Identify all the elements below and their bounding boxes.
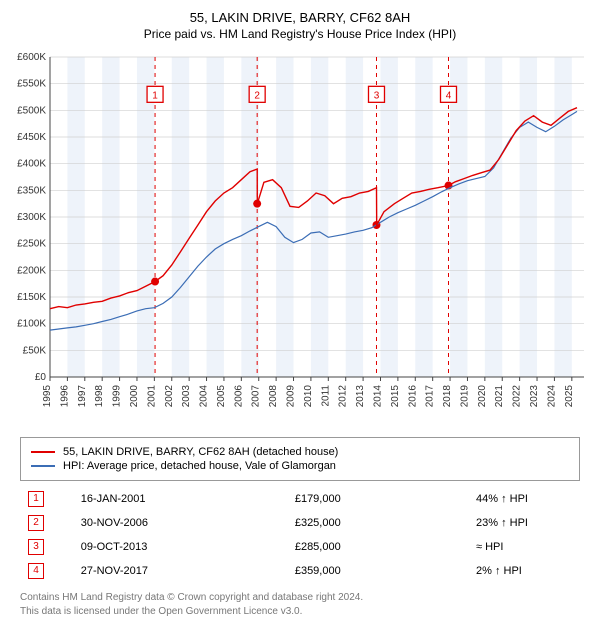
tx-num-box: 1 <box>28 491 44 507</box>
x-tick-label: 2021 <box>494 385 505 408</box>
x-tick-label: 2024 <box>546 385 557 408</box>
tx-date: 09-OCT-2013 <box>73 535 287 559</box>
tx-marker-num: 3 <box>374 90 380 101</box>
y-tick-label: £200K <box>17 265 46 276</box>
tx-num-box: 3 <box>28 539 44 555</box>
tx-num-box: 2 <box>28 515 44 531</box>
x-tick-label: 2009 <box>286 385 297 408</box>
x-tick-label: 2018 <box>442 385 453 408</box>
x-tick-label: 2000 <box>129 385 140 408</box>
legend-swatch-property <box>31 451 55 453</box>
page-title: 55, LAKIN DRIVE, BARRY, CF62 8AH <box>8 10 592 25</box>
x-tick-label: 2001 <box>146 385 157 408</box>
footer-line-2: This data is licensed under the Open Gov… <box>20 605 580 619</box>
x-tick-label: 1996 <box>59 385 70 408</box>
x-tick-label: 2020 <box>477 385 488 408</box>
y-tick-label: £500K <box>17 105 46 116</box>
y-tick-label: £50K <box>23 345 47 356</box>
x-tick-label: 2013 <box>355 385 366 408</box>
tx-delta: 23% ↑ HPI <box>468 511 580 535</box>
y-tick-label: £300K <box>17 212 46 223</box>
x-tick-label: 2010 <box>303 385 314 408</box>
legend: 55, LAKIN DRIVE, BARRY, CF62 8AH (detach… <box>20 437 580 481</box>
y-tick-label: £150K <box>17 292 46 303</box>
x-tick-label: 2023 <box>529 385 540 408</box>
x-tick-label: 2014 <box>372 385 383 408</box>
x-tick-label: 1995 <box>42 385 53 408</box>
y-tick-label: £600K <box>17 52 46 63</box>
x-tick-label: 2022 <box>512 385 523 408</box>
legend-swatch-hpi <box>31 465 55 467</box>
x-tick-label: 2008 <box>268 385 279 408</box>
legend-label-hpi: HPI: Average price, detached house, Vale… <box>63 460 336 472</box>
tx-price: £285,000 <box>287 535 468 559</box>
x-tick-label: 2003 <box>181 385 192 408</box>
legend-label-property: 55, LAKIN DRIVE, BARRY, CF62 8AH (detach… <box>63 446 338 458</box>
y-tick-label: £250K <box>17 239 46 250</box>
table-row: 2 30-NOV-2006£325,00023% ↑ HPI <box>20 511 580 535</box>
x-tick-label: 2015 <box>390 385 401 408</box>
x-tick-label: 2012 <box>338 385 349 408</box>
tx-price: £325,000 <box>287 511 468 535</box>
tx-delta: ≈ HPI <box>468 535 580 559</box>
x-tick-label: 1999 <box>112 385 123 408</box>
x-tick-label: 1998 <box>94 385 105 408</box>
tx-marker-num: 1 <box>152 90 158 101</box>
x-tick-label: 2011 <box>320 385 331 407</box>
tx-date: 30-NOV-2006 <box>73 511 287 535</box>
table-row: 4 27-NOV-2017£359,0002% ↑ HPI <box>20 559 580 583</box>
x-tick-label: 2002 <box>164 385 175 408</box>
y-tick-label: £0 <box>35 372 47 383</box>
x-tick-label: 2017 <box>425 385 436 408</box>
chart-svg: £0 £50K £100K £150K £200K £250K £300K £350K £400… <box>8 49 592 429</box>
table-row: 3 09-OCT-2013£285,000≈ HPI <box>20 535 580 559</box>
x-tick-label: 2004 <box>199 385 210 408</box>
price-chart: £0 £50K £100K £150K £200K £250K £300K £350K £400… <box>8 49 592 429</box>
tx-date: 27-NOV-2017 <box>73 559 287 583</box>
y-tick-label: £400K <box>17 159 46 170</box>
tx-price: £179,000 <box>287 487 468 511</box>
transactions-table: 1 16-JAN-2001£179,00044% ↑ HPI 2 30-NOV-200… <box>20 487 580 583</box>
footer: Contains HM Land Registry data © Crown c… <box>20 591 580 619</box>
tx-delta: 44% ↑ HPI <box>468 487 580 511</box>
tx-num-box: 4 <box>28 563 44 579</box>
tx-delta: 2% ↑ HPI <box>468 559 580 583</box>
tx-date: 16-JAN-2001 <box>73 487 287 511</box>
tx-marker-num: 4 <box>446 90 452 101</box>
tx-price: £359,000 <box>287 559 468 583</box>
x-tick-label: 2016 <box>407 385 418 408</box>
page-subtitle: Price paid vs. HM Land Registry's House … <box>8 27 592 41</box>
x-tick-label: 1997 <box>77 385 88 408</box>
y-tick-label: £350K <box>17 185 46 196</box>
x-tick-label: 2005 <box>216 385 227 408</box>
x-tick-label: 2025 <box>564 385 575 408</box>
y-tick-label: £550K <box>17 79 46 90</box>
x-tick-label: 2019 <box>459 385 470 408</box>
footer-line-1: Contains HM Land Registry data © Crown c… <box>20 591 580 605</box>
y-tick-label: £100K <box>17 319 46 330</box>
table-row: 1 16-JAN-2001£179,00044% ↑ HPI <box>20 487 580 511</box>
x-tick-label: 2006 <box>233 385 244 408</box>
legend-row-hpi: HPI: Average price, detached house, Vale… <box>31 460 569 472</box>
x-tick-label: 2007 <box>251 385 262 408</box>
legend-row-property: 55, LAKIN DRIVE, BARRY, CF62 8AH (detach… <box>31 446 569 458</box>
y-tick-label: £450K <box>17 132 46 143</box>
tx-marker-num: 2 <box>254 90 260 101</box>
